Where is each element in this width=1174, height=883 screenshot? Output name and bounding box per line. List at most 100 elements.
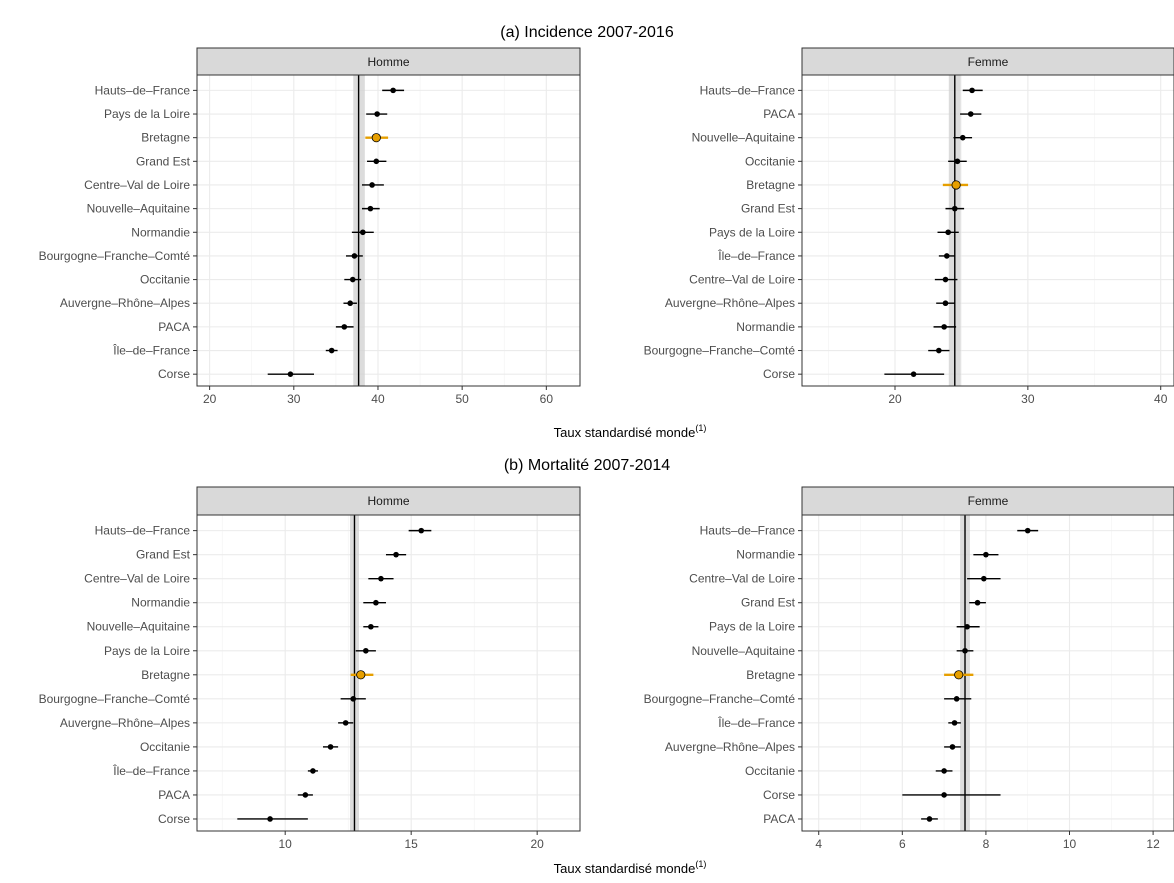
data-point: [941, 324, 947, 330]
y-tick-label: Corse: [158, 367, 190, 381]
plot-area: [197, 515, 580, 831]
y-tick-label: Auvergne–Rhône–Alpes: [665, 740, 795, 754]
y-tick-label: Hauts–de–France: [95, 83, 191, 97]
data-point: [962, 647, 968, 654]
y-tick-label: Pays de la Loire: [104, 644, 190, 658]
plot-area: [802, 75, 1174, 386]
section-b-title: (b) Mortalité 2007-2014: [504, 457, 670, 474]
data-point: [374, 111, 380, 117]
y-tick-label: Hauts–de–France: [700, 524, 796, 538]
y-tick-label: PACA: [763, 107, 795, 121]
y-tick-label: Corse: [158, 812, 190, 826]
section-b: (b) Mortalité 2007-2014: [504, 457, 670, 474]
data-point: [941, 792, 947, 798]
data-point: [373, 599, 379, 606]
x-tick-label: 10: [1063, 837, 1077, 851]
data-point: [954, 158, 961, 165]
y-tick-label: Grand Est: [136, 154, 191, 168]
y-tick-label: Auvergne–Rhône–Alpes: [665, 296, 795, 310]
y-tick-label: Hauts–de–France: [95, 524, 191, 538]
panel-strip: [196, 486, 581, 516]
data-point: [310, 768, 316, 774]
y-tick-label: Occitanie: [745, 154, 795, 168]
data-point: [373, 158, 380, 165]
y-tick-label: Normandie: [736, 320, 795, 334]
data-point: [949, 744, 956, 750]
x-tick-label: 50: [455, 392, 469, 406]
y-tick-label: Corse: [763, 788, 795, 802]
y-tick-label: Centre–Val de Loire: [84, 572, 190, 586]
plot-area: [802, 515, 1174, 831]
section-a-xlabel: Taux standardisé monde(1): [554, 423, 707, 440]
data-point: [974, 599, 981, 606]
x-tick-label: 15: [404, 837, 418, 851]
y-tick-label: Bourgogne–Franche–Comté: [39, 249, 191, 263]
data-point: [418, 527, 425, 534]
y-tick-label: Hauts–de–France: [700, 83, 796, 97]
data-point: [981, 575, 987, 582]
data-point: [287, 371, 294, 377]
data-point: [944, 253, 950, 259]
x-tick-label: 6: [899, 837, 906, 851]
x-tick-label: 20: [203, 392, 217, 406]
data-point: [983, 551, 989, 558]
y-tick-label: Grand Est: [741, 596, 796, 610]
panel-strip: [196, 47, 581, 76]
y-tick-label: PACA: [158, 788, 190, 802]
data-point: [267, 816, 273, 822]
panel-border: [801, 514, 1174, 832]
panel-strip-label: Femme: [968, 494, 1009, 508]
panel-strip-label: Homme: [367, 55, 409, 69]
y-tick-label: Île–de–France: [112, 343, 190, 358]
data-point: [951, 720, 958, 726]
data-point: [302, 792, 309, 798]
data-point: [351, 253, 358, 259]
panel-strip-label: Homme: [367, 494, 409, 508]
y-tick-label: Bretagne: [141, 668, 190, 682]
y-tick-label: Nouvelle–Aquitaine: [87, 620, 191, 634]
y-tick-label: Bretagne: [746, 668, 795, 682]
section-a: (a) Incidence 2007-2016: [500, 24, 674, 41]
x-tick-label: 8: [983, 837, 990, 851]
y-tick-label: Bourgogne–Franche–Comté: [644, 692, 796, 706]
y-tick-label: Pays de la Loire: [709, 620, 795, 634]
data-point: [926, 816, 933, 822]
panel-1: Femme Hauts–de–France PACA Nouvelle–Aquitai…: [644, 47, 1174, 406]
y-tick-label: Centre–Val de Loire: [689, 572, 795, 586]
x-tick-label: 40: [371, 392, 385, 406]
x-tick-label: 10: [279, 837, 293, 851]
y-tick-label: Bretagne: [141, 131, 190, 145]
y-tick-label: Bourgogne–Franche–Comté: [644, 344, 796, 358]
panel-strip: [801, 486, 1174, 516]
data-point: [942, 300, 949, 307]
y-tick-label: Pays de la Loire: [104, 107, 190, 121]
data-point: [393, 551, 399, 558]
panel-strip-label: Femme: [968, 55, 1009, 69]
x-tick-label: 20: [530, 837, 544, 851]
y-tick-label: PACA: [158, 320, 190, 334]
data-point: [967, 111, 974, 117]
y-tick-label: Pays de la Loire: [709, 225, 795, 239]
x-tick-label: 4: [815, 837, 822, 851]
y-tick-label: Normandie: [131, 596, 190, 610]
data-point: [369, 182, 375, 188]
data-point: [378, 575, 384, 582]
data-point: [371, 133, 381, 143]
data-point: [1024, 527, 1031, 534]
y-tick-label: Bretagne: [746, 178, 795, 192]
data-point: [367, 205, 374, 212]
data-point: [341, 324, 348, 330]
panel-border: [801, 74, 1174, 387]
x-tick-label: 30: [1021, 392, 1035, 406]
data-point: [951, 205, 958, 212]
data-point: [328, 347, 335, 354]
section-a-title: (a) Incidence 2007-2016: [500, 24, 674, 41]
y-tick-label: Occitanie: [745, 764, 795, 778]
y-tick-label: Auvergne–Rhône–Alpes: [60, 716, 190, 730]
y-tick-label: Grand Est: [741, 202, 796, 216]
data-point: [363, 647, 369, 654]
y-tick-label: Nouvelle–Aquitaine: [692, 131, 796, 145]
section-b-xlabel: Taux standardisé monde(1): [554, 859, 707, 876]
y-tick-label: Île–de–France: [717, 715, 795, 730]
